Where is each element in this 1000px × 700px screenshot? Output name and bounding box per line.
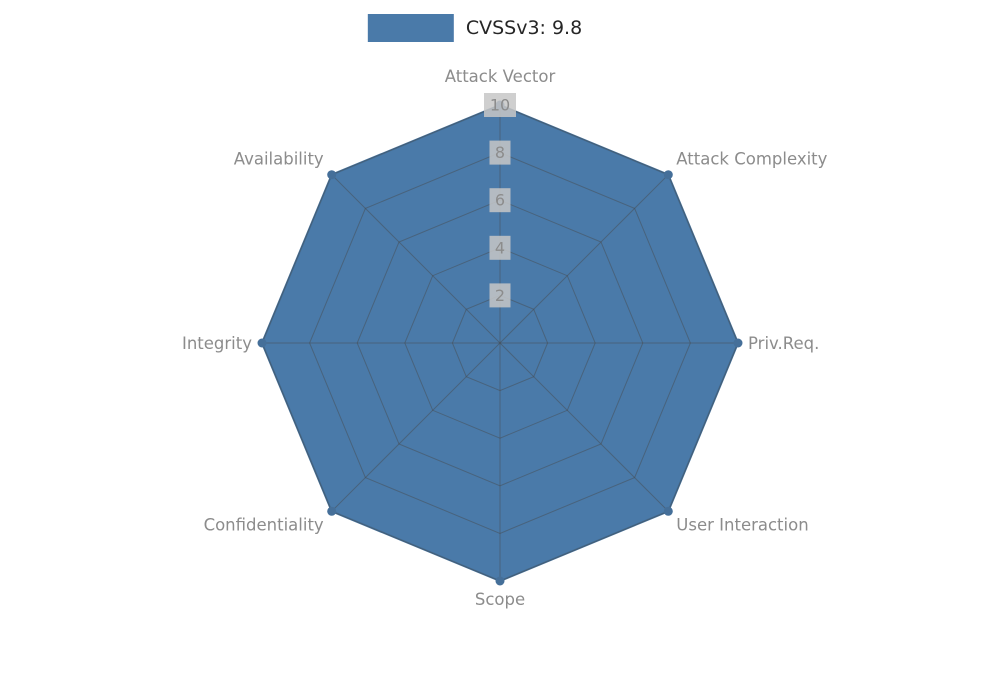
grid-ring (404, 247, 596, 439)
axis-label: Availability (234, 150, 324, 169)
data-point-marker (327, 170, 337, 180)
tick-label: 8 (495, 143, 505, 162)
axis-label: Priv.Req. (748, 334, 819, 353)
data-point-marker (495, 576, 505, 586)
grid-spoke (499, 342, 669, 512)
legend-label: CVSSv3: 9.8 (465, 17, 583, 39)
axis-label: Attack Vector (445, 67, 556, 86)
tick-label-bg (489, 188, 511, 213)
axis-label: Integrity (182, 334, 252, 353)
grid-spoke (499, 174, 669, 344)
grid-ring (451, 294, 549, 392)
grid-ring (356, 199, 644, 487)
legend: CVSSv3: 9.8 (367, 14, 583, 42)
tick-label-bg (484, 93, 516, 117)
axis-label: Scope (475, 590, 525, 609)
tick-label: 4 (495, 238, 505, 257)
data-point-marker (663, 170, 673, 180)
tick-label-bg (489, 235, 511, 260)
grid-spoke (331, 174, 501, 344)
data-point-marker (733, 338, 743, 348)
data-point-marker (327, 506, 337, 516)
tick-label: 6 (495, 191, 505, 210)
tick-label: 2 (495, 286, 505, 305)
data-point-marker (663, 506, 673, 516)
axis-label: Attack Complexity (676, 150, 827, 169)
axis-label: User Interaction (676, 515, 808, 534)
grid-ring (309, 152, 691, 534)
tick-label-bg (489, 140, 511, 165)
grid-spoke (331, 342, 501, 512)
data-point-marker (257, 338, 267, 348)
tick-label: 10 (490, 96, 510, 115)
tick-label-bg (489, 283, 511, 308)
axis-label: Confidentiality (204, 515, 324, 534)
legend-swatch (367, 14, 454, 42)
